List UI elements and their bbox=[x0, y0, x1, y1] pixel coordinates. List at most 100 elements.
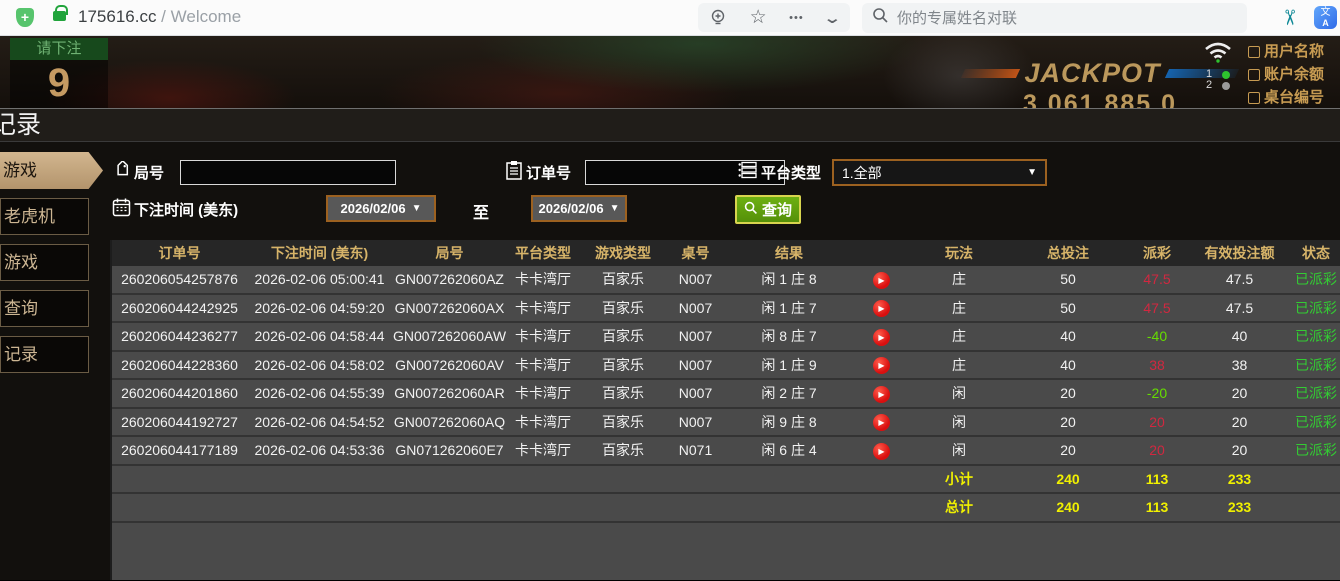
cell-status: 已派彩 bbox=[1295, 271, 1337, 288]
line-2-selector[interactable]: 2 bbox=[1206, 80, 1244, 91]
adblock-shield-icon[interactable] bbox=[16, 8, 34, 27]
select-arrow-icon: ▼ bbox=[1027, 167, 1037, 178]
cell-play: 庄 bbox=[952, 299, 966, 316]
grand-total-payout: 113 bbox=[1145, 499, 1169, 516]
sidebar-item-query[interactable]: 查询 bbox=[0, 290, 89, 327]
cell-payout: -40 bbox=[1146, 328, 1168, 345]
cell-status: 已派彩 bbox=[1295, 299, 1337, 316]
cell-replay: ▶ bbox=[854, 441, 909, 460]
user-info-panel: 用户名称 账户余额 桌台编号 bbox=[1248, 40, 1340, 108]
sidebar-item-games-2[interactable]: 游戏 bbox=[0, 244, 89, 281]
address-bar[interactable]: 175616.cc / Welcome bbox=[78, 7, 241, 27]
cell-order: 260206044201860 bbox=[121, 385, 238, 402]
search-input[interactable] bbox=[897, 9, 1237, 27]
cell-valid-bet: 47.5 bbox=[1225, 271, 1254, 288]
table-header-row: 订单号 下注时间 (美东) 局号 平台类型 游戏类型 桌号 结果 玩法 总投注 … bbox=[112, 240, 1340, 266]
table-number-label: 桌台编号 bbox=[1264, 89, 1325, 106]
cell-play: 闲 bbox=[952, 442, 966, 459]
balance-label: 账户余额 bbox=[1264, 66, 1325, 83]
cell-game: 百家乐 bbox=[602, 442, 644, 459]
search-icon bbox=[872, 7, 889, 29]
reader-lamp-icon[interactable] bbox=[709, 9, 727, 27]
cell-play: 庄 bbox=[952, 356, 966, 373]
cell-total-bet: 40 bbox=[1060, 356, 1076, 373]
cell-game: 百家乐 bbox=[602, 299, 644, 316]
platform-type-label: 平台类型 bbox=[761, 165, 822, 182]
bookmark-star-icon[interactable]: ☆ bbox=[749, 7, 767, 28]
more-options-icon[interactable]: ••• bbox=[789, 11, 804, 24]
cell-order: 260206044228360 bbox=[121, 356, 238, 373]
sidebar-item-records[interactable]: 记录 bbox=[0, 336, 89, 373]
query-button[interactable]: 查询 bbox=[735, 195, 801, 224]
round-number-label: 局号 bbox=[134, 165, 165, 182]
select-arrow-icon: ▼ bbox=[609, 203, 620, 214]
cell-valid-bet: 40 bbox=[1231, 328, 1248, 345]
line-2-status-dot bbox=[1222, 81, 1231, 90]
cell-play: 庄 bbox=[952, 328, 966, 345]
grand-total-label: 总计 bbox=[945, 499, 973, 516]
col-header-play: 玩法 bbox=[945, 245, 973, 261]
cell-platform: 卡卡湾厅 bbox=[515, 271, 571, 288]
sidebar-item-games[interactable]: 游戏 bbox=[0, 152, 103, 189]
col-header-total-bet: 总投注 bbox=[1047, 245, 1089, 261]
replay-play-icon[interactable]: ▶ bbox=[873, 357, 890, 375]
cell-order: 260206044242925 bbox=[121, 299, 238, 316]
replay-play-icon[interactable]: ▶ bbox=[873, 271, 890, 289]
scissors-icon[interactable]: ✂ bbox=[1277, 8, 1301, 27]
cell-time: 2026-02-06 04:58:02 bbox=[254, 356, 385, 373]
cell-order: 260206044192727 bbox=[121, 413, 238, 430]
line-1-selector[interactable]: 1 bbox=[1206, 69, 1244, 80]
cell-table-no: N071 bbox=[678, 442, 713, 459]
replay-play-icon[interactable]: ▶ bbox=[873, 328, 890, 346]
date-to-select[interactable]: 2026/02/06 ▼ bbox=[531, 195, 627, 222]
table-row: 260206044177189 2026-02-06 04:53:36 GN0712… bbox=[112, 437, 1340, 466]
cell-valid-bet: 20 bbox=[1231, 442, 1248, 459]
sidebar-item-slots[interactable]: 老虎机 bbox=[0, 198, 89, 235]
query-search-icon bbox=[744, 201, 758, 219]
browser-search-box[interactable] bbox=[862, 3, 1247, 33]
cell-order: 260206044177189 bbox=[121, 442, 238, 459]
replay-play-icon[interactable]: ▶ bbox=[873, 414, 890, 432]
wifi-icon bbox=[1202, 42, 1234, 68]
round-number-input[interactable] bbox=[180, 160, 396, 185]
cell-table-no: N007 bbox=[678, 356, 713, 373]
cell-game: 百家乐 bbox=[602, 328, 644, 345]
cell-platform: 卡卡湾厅 bbox=[515, 385, 571, 402]
cell-payout: 47.5 bbox=[1143, 299, 1171, 316]
cell-platform: 卡卡湾厅 bbox=[515, 299, 571, 316]
cell-status: 已派彩 bbox=[1295, 413, 1337, 430]
cell-time: 2026-02-06 04:54:52 bbox=[254, 413, 385, 430]
subtotal-row: 小计 240 113 233 bbox=[112, 466, 1340, 494]
cell-play: 闲 bbox=[952, 385, 966, 402]
user-name-label: 用户名称 bbox=[1264, 43, 1325, 60]
cell-result: 闲 9 庄 8 bbox=[761, 413, 817, 430]
date-to-separator: 至 bbox=[473, 205, 490, 222]
replay-play-icon[interactable]: ▶ bbox=[873, 300, 890, 318]
col-header-time: 下注时间 (美东) bbox=[270, 245, 369, 261]
cell-valid-bet: 20 bbox=[1231, 413, 1248, 430]
grand-total-total-bet: 240 bbox=[1056, 499, 1080, 516]
chevron-down-icon[interactable]: ⌄ bbox=[823, 9, 842, 27]
platform-stack-icon bbox=[738, 160, 758, 185]
sidebar: 游戏 老虎机 游戏 查询 记录 bbox=[0, 142, 106, 580]
cell-total-bet: 20 bbox=[1060, 385, 1076, 402]
cell-round: GN071262060E7 bbox=[395, 442, 504, 459]
replay-play-icon[interactable]: ▶ bbox=[873, 385, 890, 403]
cell-replay: ▶ bbox=[854, 384, 909, 403]
cell-result: 闲 6 庄 4 bbox=[761, 442, 817, 459]
platform-type-select[interactable]: 1.全部 ▼ bbox=[832, 159, 1047, 186]
replay-play-icon[interactable]: ▶ bbox=[873, 442, 890, 460]
table-number-icon bbox=[1248, 91, 1260, 104]
cell-total-bet: 20 bbox=[1060, 442, 1076, 459]
ssl-lock-icon[interactable] bbox=[53, 5, 68, 21]
cell-replay: ▶ bbox=[854, 355, 909, 375]
cell-round: GN007262060AV bbox=[395, 356, 504, 373]
grand-total-row: 总计 240 113 233 bbox=[112, 494, 1340, 523]
cell-payout: 20 bbox=[1149, 442, 1165, 459]
cell-order: 260206054257876 bbox=[121, 271, 238, 288]
cell-total-bet: 50 bbox=[1060, 271, 1076, 288]
date-from-select[interactable]: 2026/02/06 ▼ bbox=[326, 195, 436, 222]
page-title: 记录 bbox=[0, 111, 42, 139]
col-header-platform: 平台类型 bbox=[515, 245, 571, 261]
